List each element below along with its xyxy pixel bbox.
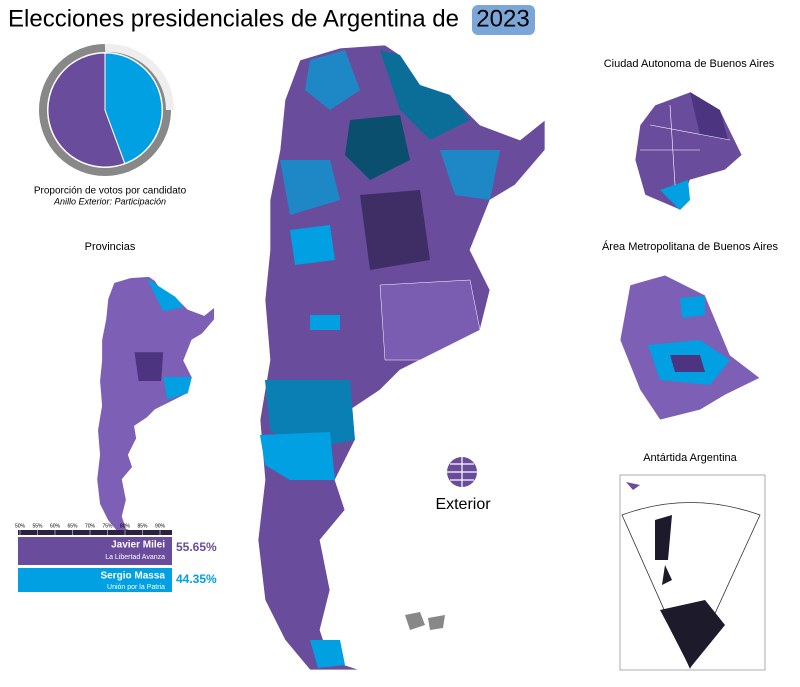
- milei-bar: [18, 537, 172, 565]
- antartida-label: Antártida Argentina: [643, 452, 737, 464]
- turnout-ring-gap: [104, 43, 175, 111]
- amba-label: Área Metropolitana de Buenos Aires: [602, 240, 779, 253]
- scale-tick-label: 55%: [32, 523, 43, 529]
- title-year: 2023: [476, 5, 529, 32]
- party-name: Unión por la Patria: [107, 584, 165, 591]
- massa-bar: [18, 568, 172, 592]
- amba-map: [619, 274, 761, 421]
- vote-share: 55.65%: [176, 540, 217, 554]
- pie-caption: Proporción de votos por candidato: [34, 186, 187, 197]
- candidate-name: Javier Milei: [111, 540, 165, 551]
- year-highlight: [472, 5, 535, 35]
- candidate-name: Sergio Massa: [101, 571, 166, 582]
- scale-tick-label: 60%: [50, 523, 61, 529]
- pie-slice: [47, 52, 126, 168]
- globe-lines: [447, 457, 477, 487]
- antartida-map: [619, 474, 766, 671]
- scale-tick-label: 90%: [155, 523, 166, 529]
- scale-bar: [18, 530, 172, 535]
- scale-tick-label: 50%: [15, 523, 26, 529]
- provincias-map: [96, 276, 215, 534]
- pie: [47, 52, 163, 168]
- party-name: La Libertad Avanza: [105, 554, 165, 561]
- provincias-label: Provincias: [85, 241, 136, 253]
- caba-map: [634, 91, 743, 211]
- pie-subcaption: Anillo Exterior: Participación: [53, 196, 166, 206]
- caba-label: Ciudad Autonoma de Buenos Aires: [604, 58, 775, 70]
- title: Elecciones presidenciales de Argentina d…: [8, 5, 459, 32]
- scale-tick-label: 65%: [67, 523, 78, 529]
- scale-tick-label: 85%: [137, 523, 148, 529]
- vote-share: 44.35%: [176, 572, 217, 586]
- exterior-label: Exterior: [435, 496, 491, 513]
- scale-tick-label: 80%: [120, 523, 131, 529]
- scale-tick-label: 75%: [102, 523, 113, 529]
- main-map: [257, 44, 546, 671]
- legend-scale: 50% 55% 60% 65% 70% 75% 80% 85% 90%: [15, 523, 172, 535]
- scale-tick-label: 70%: [85, 523, 96, 529]
- pie-slice: [104, 52, 163, 165]
